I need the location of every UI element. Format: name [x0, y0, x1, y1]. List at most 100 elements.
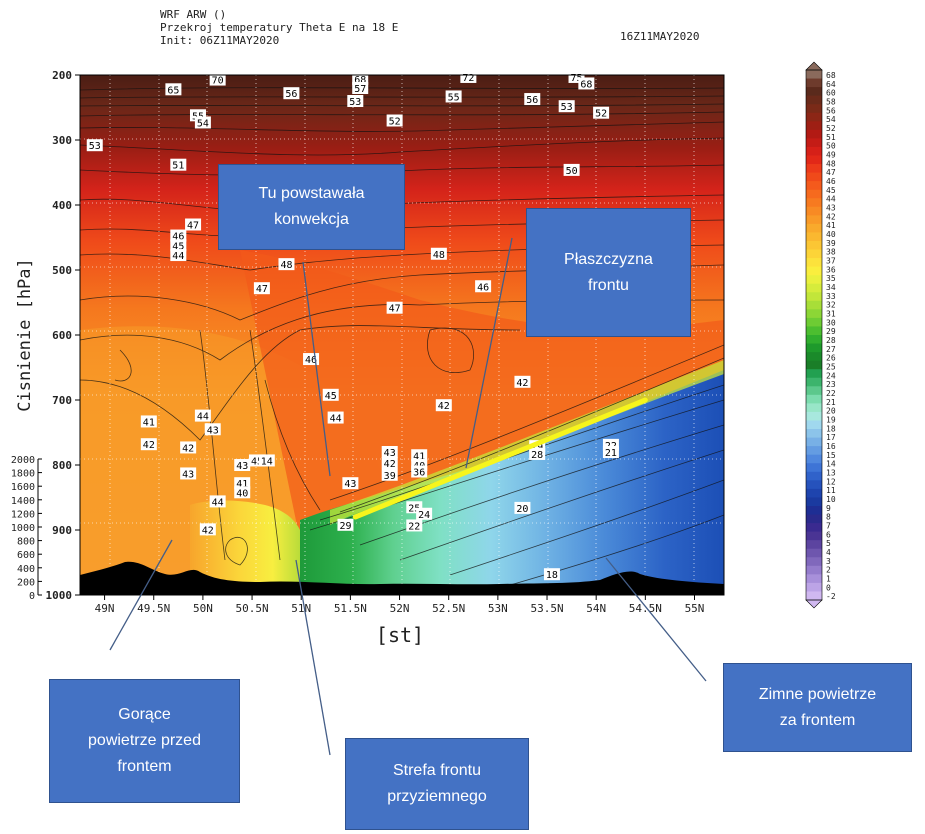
header-title: Przekroj temperatury Theta E na 18 E: [160, 21, 399, 34]
contour-label-text: 57: [354, 84, 366, 95]
colorbar-swatch: [806, 146, 822, 156]
contour-label: 20: [514, 501, 531, 515]
contour-label-text: 44: [212, 497, 224, 508]
contour-label-text: 42: [384, 459, 396, 470]
contour-label-box: [381, 446, 398, 458]
colorbar-swatch: [806, 514, 822, 524]
colorbar-label: 11: [826, 486, 836, 495]
colorbar-swatch: [806, 300, 822, 310]
contour-label-text: 46: [477, 282, 489, 293]
contour-label-box: [381, 468, 398, 481]
colorbar-swatch: [806, 232, 822, 242]
colorbar-swatch: [806, 249, 822, 259]
contour-label: 55: [445, 90, 462, 103]
colorbar-swatch: [806, 352, 822, 362]
colorbar-label: 21: [826, 398, 836, 407]
contour-label: 14: [258, 454, 275, 467]
contour-label-text: 68: [580, 79, 592, 90]
contour-label-box: [170, 229, 187, 242]
contour-label: 40: [234, 486, 251, 499]
colorbar-label: 5: [826, 539, 831, 548]
contour-label-box: [430, 247, 447, 260]
colorbar-swatch: [806, 582, 822, 592]
colorbar-label: 41: [826, 221, 836, 230]
colorbar-label: 43: [826, 204, 836, 213]
contour-label-box: [406, 519, 423, 532]
contour-label: 72: [460, 70, 477, 84]
colorbar-swatch: [806, 87, 822, 97]
colorbar-frame: [805, 69, 823, 601]
y-tick-label: 400: [52, 199, 72, 212]
contour-label: 48: [430, 247, 447, 261]
callout-surface-front-line-2: przyziemnego: [387, 788, 487, 805]
contour-label-text: 29: [531, 442, 543, 453]
contour-label: 28: [529, 447, 546, 461]
contour-label: 43: [381, 446, 398, 459]
contour-label-box: [209, 73, 226, 86]
colorbar-swatch: [806, 206, 822, 216]
contour-label-text: 50: [566, 166, 578, 177]
contour-label-text: 70: [212, 76, 224, 87]
callout-convection-line-2: konwekcja: [274, 211, 349, 228]
colorbar-swatch: [806, 505, 822, 516]
contour-label: 44: [327, 411, 344, 425]
colorbar-label: 47: [826, 168, 836, 177]
contour-label-box: [529, 447, 546, 460]
colorbar-label: 58: [826, 98, 836, 107]
colorbar-label: 3: [826, 557, 831, 566]
colorbar-label: 17: [826, 433, 836, 442]
callout-warm-air-line-1: Gorące: [118, 706, 171, 723]
contour-label-box: [209, 495, 226, 508]
contour-label-text: 45: [251, 456, 263, 467]
y-tick-label: 1000: [46, 589, 73, 602]
x-tick-label: 55N: [685, 602, 705, 615]
contour-label: 47: [253, 282, 270, 295]
contour-label-box: [86, 139, 103, 152]
contour-label-text: 40: [236, 488, 248, 499]
contour-label-box: [258, 454, 275, 467]
contour-label-text: 72: [462, 73, 474, 84]
callout-surface-front: Strefa frontu przyziemnego: [345, 738, 529, 830]
height-tick-label: 400: [17, 564, 35, 575]
colorbar-label: 15: [826, 451, 836, 460]
x-tick-label: 50.5N: [235, 602, 268, 615]
header-model: WRF ARW (): [160, 8, 227, 21]
contour-label-text: 47: [389, 304, 401, 315]
contour-label-box: [558, 100, 575, 113]
x-axis-label: [st]: [376, 623, 424, 647]
contour-label: 45: [170, 239, 187, 252]
y-axis-label: Cisnienie [hPa]: [15, 258, 35, 412]
colorbar-swatch: [806, 258, 822, 268]
y-tick-label: 700: [52, 394, 72, 407]
y-tick-label: 900: [52, 524, 72, 537]
x-tick-label: 52.5N: [432, 602, 465, 615]
y-tick-label: 600: [52, 329, 72, 342]
contour-label: 22: [406, 519, 423, 532]
header-init: Init: 06Z11MAY2020: [160, 34, 280, 47]
callout-warm-air: Gorące powietrze przed frontem: [49, 679, 240, 803]
colorbar-swatch: [806, 471, 822, 481]
contour-label: 53: [86, 139, 103, 152]
contour-label: 68: [352, 72, 369, 86]
contour-label-box: [253, 282, 270, 295]
y-tick-label: 200: [52, 69, 72, 82]
colorbar-label: 25: [826, 363, 836, 372]
contour-label-text: 56: [285, 89, 297, 100]
contour-label-box: [475, 280, 492, 293]
contour-label-box: [416, 507, 433, 520]
contour-label-text: 48: [433, 250, 445, 261]
height-tick-label: 800: [17, 537, 35, 548]
colorbar-label: 68: [826, 71, 836, 80]
contour-label-box: [180, 467, 197, 480]
callout-surface-front-line-1: Strefa frontu: [392, 762, 482, 779]
contour-label-text: 21: [605, 448, 617, 459]
leader-warm-air: [109, 539, 173, 651]
contour-label-box: [165, 83, 182, 96]
colorbar-label: 51: [826, 133, 836, 142]
callout-convection-line-1: Tu powstawała: [258, 185, 365, 202]
colorbar-label: 9: [826, 504, 831, 513]
colorbar-label: 38: [826, 248, 836, 257]
contour-label-text: 18: [546, 570, 558, 581]
cold-airmass-field: [300, 370, 724, 595]
contour-label-text: 25: [408, 503, 420, 514]
